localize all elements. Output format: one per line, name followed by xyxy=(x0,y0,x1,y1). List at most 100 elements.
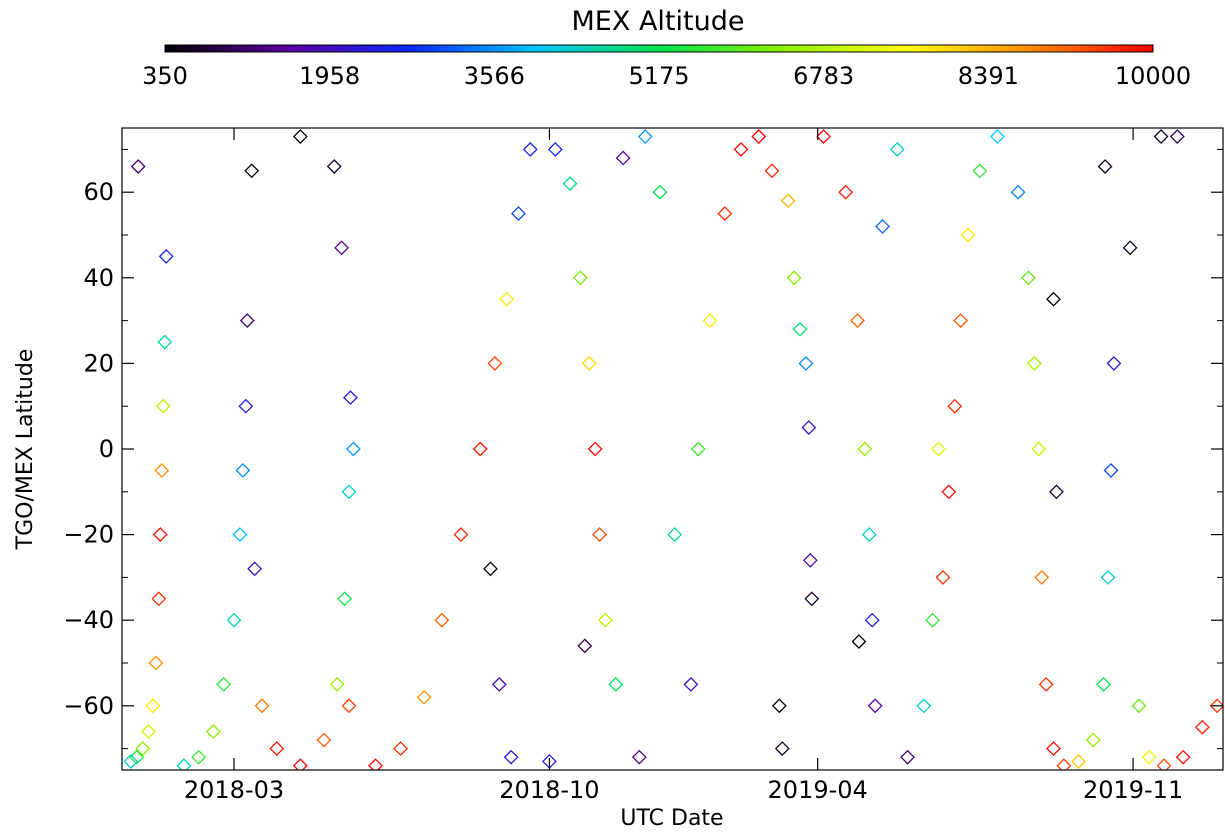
data-point xyxy=(343,390,358,406)
data-point xyxy=(941,484,957,500)
data-point xyxy=(154,462,170,478)
data-point xyxy=(764,163,780,179)
data-point xyxy=(416,689,432,705)
colorbar-tick-label: 8391 xyxy=(958,62,1019,90)
data-point xyxy=(1056,758,1072,770)
data-point xyxy=(216,676,232,692)
data-point xyxy=(135,741,151,757)
data-point xyxy=(801,420,817,436)
data-point xyxy=(690,441,706,457)
data-point xyxy=(577,638,593,654)
data-point xyxy=(838,184,854,200)
data-point xyxy=(472,441,488,457)
data-point xyxy=(1100,569,1116,585)
data-point xyxy=(334,240,350,256)
data-point xyxy=(522,141,538,157)
data-point xyxy=(247,561,263,577)
y-tick-label: −20 xyxy=(63,521,114,549)
colorbar-tick-label: 10000 xyxy=(1115,62,1191,90)
data-point xyxy=(1194,719,1210,735)
data-point xyxy=(931,441,946,457)
data-point xyxy=(864,612,880,628)
data-point xyxy=(453,527,469,543)
data-point xyxy=(329,676,345,692)
colorbar xyxy=(164,44,1154,53)
y-tick-label: 60 xyxy=(83,178,114,206)
data-point xyxy=(244,163,260,179)
data-point xyxy=(326,159,342,174)
plot-frame xyxy=(121,127,1224,771)
data-point xyxy=(491,676,507,692)
data-point xyxy=(239,313,255,329)
data-point xyxy=(130,159,146,174)
data-point xyxy=(499,291,515,307)
data-point xyxy=(152,527,168,543)
data-point xyxy=(345,441,361,457)
data-point xyxy=(562,176,578,192)
data-point xyxy=(717,206,733,222)
data-point xyxy=(850,313,865,329)
data-point xyxy=(226,612,242,628)
data-point xyxy=(1021,270,1036,286)
data-point xyxy=(861,527,877,543)
colorbar-ticks: 350 1958 3566 5175 6783 8391 10000 xyxy=(142,62,1191,90)
data-point xyxy=(503,749,519,765)
data-point xyxy=(235,462,251,478)
y-tick-label: 0 xyxy=(99,435,114,463)
data-point xyxy=(368,758,383,770)
data-point xyxy=(145,698,161,714)
data-point xyxy=(652,184,668,200)
data-point xyxy=(341,698,357,714)
data-point xyxy=(393,741,408,757)
data-point xyxy=(798,355,814,371)
data-point xyxy=(857,441,873,457)
data-point xyxy=(1103,462,1119,478)
x-tick-label: 2018-10 xyxy=(499,776,599,804)
data-point xyxy=(148,655,164,671)
data-point xyxy=(547,141,563,157)
data-point xyxy=(269,741,285,757)
colorbar-title: MEX Altitude xyxy=(572,6,745,37)
data-point xyxy=(434,612,450,628)
data-point xyxy=(1096,676,1112,692)
data-point xyxy=(1169,129,1185,144)
data-point xyxy=(191,749,207,765)
data-point xyxy=(774,741,790,757)
data-point xyxy=(1106,355,1122,371)
data-point xyxy=(792,321,808,337)
data-point xyxy=(1031,441,1047,457)
data-point xyxy=(151,591,167,607)
data-point xyxy=(1175,749,1191,765)
data-point xyxy=(751,129,767,144)
data-point xyxy=(608,676,624,692)
data-point xyxy=(155,398,171,414)
data-point xyxy=(123,754,139,769)
data-point xyxy=(1131,698,1147,714)
data-point xyxy=(1097,159,1113,174)
data-point xyxy=(238,398,254,414)
data-point xyxy=(816,129,831,144)
data-point xyxy=(316,732,332,748)
x-tick-label: 2019-04 xyxy=(768,776,868,804)
data-point xyxy=(889,141,905,157)
y-tick-label: −60 xyxy=(63,692,114,720)
data-point xyxy=(232,527,248,543)
data-point xyxy=(786,270,802,286)
data-point xyxy=(581,355,597,371)
data-point xyxy=(802,552,818,568)
data-point xyxy=(1141,749,1157,765)
data-point xyxy=(916,698,932,714)
data-point xyxy=(683,676,699,692)
data-point xyxy=(511,206,526,222)
data-point xyxy=(1071,754,1086,769)
x-axis-ticks: 2018-03 2018-10 2019-04 2019-11 xyxy=(184,128,1183,804)
y-tick-label: 20 xyxy=(83,349,114,377)
data-point xyxy=(587,441,603,457)
data-point xyxy=(1046,291,1061,307)
data-point xyxy=(254,698,270,714)
data-point xyxy=(572,270,588,286)
data-point xyxy=(1026,355,1042,371)
data-point xyxy=(851,634,867,650)
data-point xyxy=(935,569,951,585)
